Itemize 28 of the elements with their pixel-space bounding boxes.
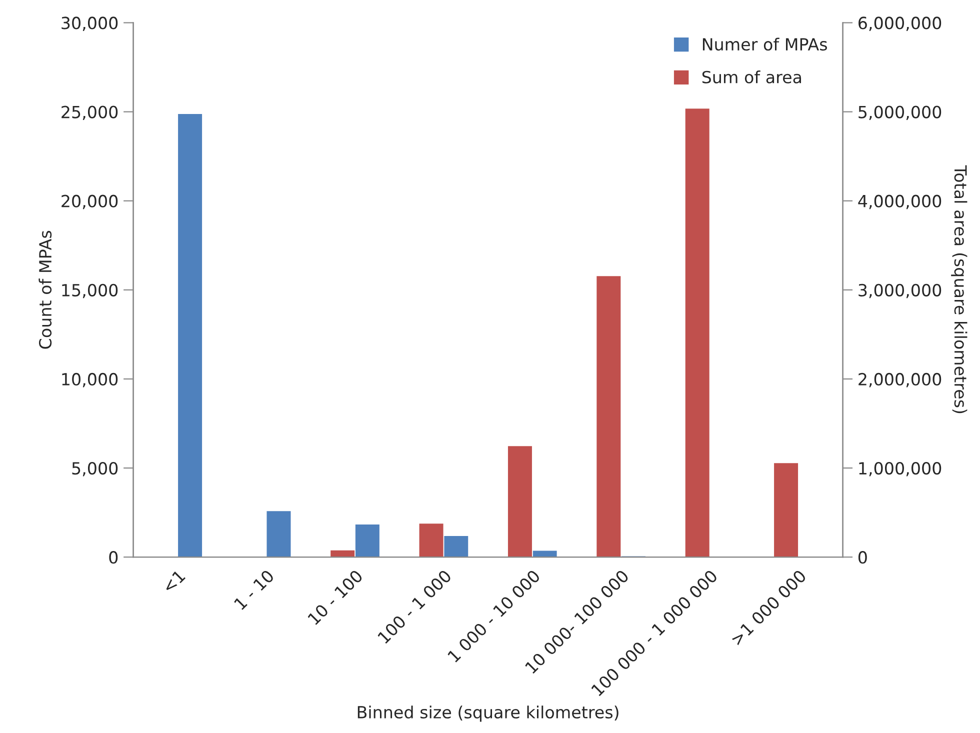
legend-label: Numer of MPAs [702,38,827,51]
bar [684,108,710,558]
y-tick-label: 15,000 [62,284,118,298]
x-tick-label: 1 - 10 [234,569,275,610]
y-axis-title: Count of MPAs [38,230,52,349]
y2-tick-label: 5,000,000 [858,106,942,120]
y-tick-label: 30,000 [62,16,118,31]
y-tick-label: 20,000 [62,194,118,210]
bar [773,462,799,558]
x-tick-label: 100 - 1 000 [377,569,452,644]
x-tick-label: <1 [162,570,186,594]
x-tick-label: >1 000 000 [730,569,807,646]
y2-tick-label: 1,000,000 [859,462,942,476]
y2-tick-label: 3,000,000 [858,284,942,298]
x-axis-title: Binned size (square kilometres) [358,706,618,722]
y2-tick-label: 0 [858,551,867,564]
y-tick-label: 10,000 [62,372,118,388]
bar [177,113,203,558]
y2-tick-label: 2,000,000 [858,372,942,388]
bar [266,510,292,558]
y2-axis-title: Total area (square kilometres) [951,165,968,414]
y2-tick-label: 6,000,000 [858,16,942,31]
y-tick-label: 5,000 [72,462,118,476]
y2-tick-label: 4,000,000 [858,194,942,210]
x-tick-label: 10 - 100 [307,569,364,626]
y-tick-label: 25,000 [62,106,118,120]
y-tick-label: 0 [109,551,118,564]
legend-label: Sum of area [702,70,801,84]
